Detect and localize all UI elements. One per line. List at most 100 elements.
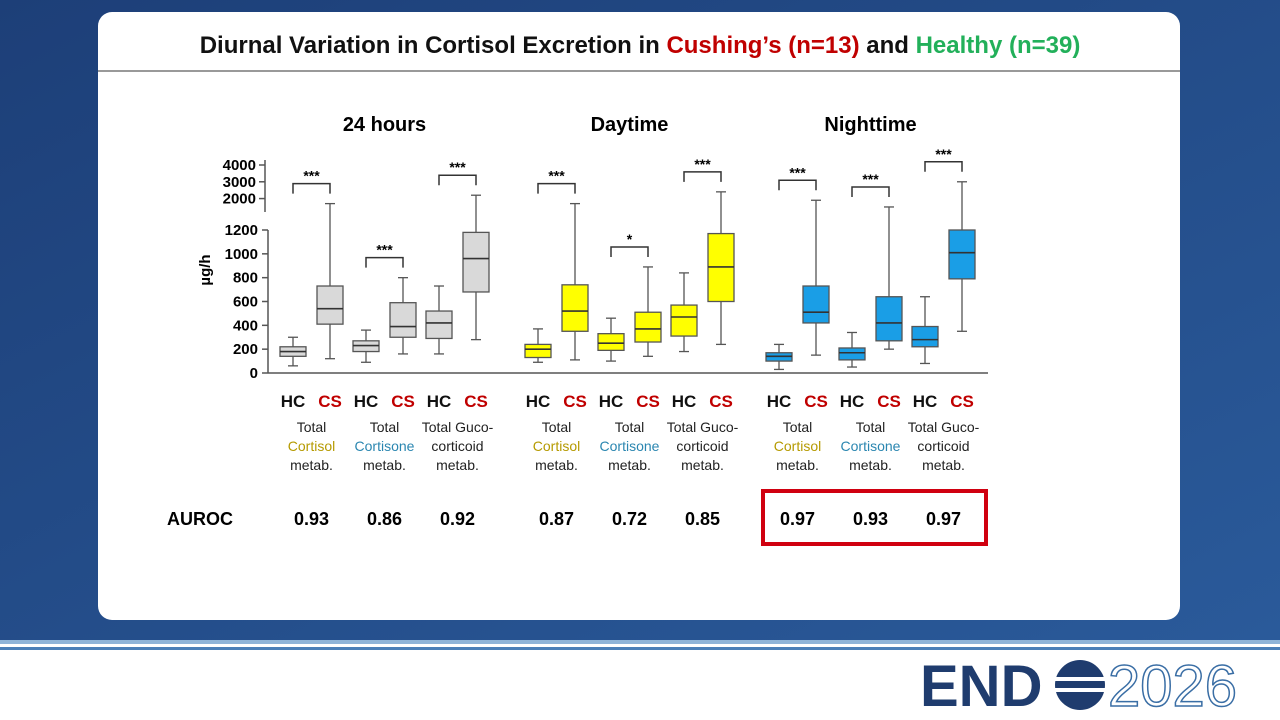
title-join: and xyxy=(860,32,916,59)
group-label: metab. xyxy=(535,457,578,473)
box xyxy=(597,333,625,352)
logo-right: 2026 xyxy=(1108,654,1237,719)
box xyxy=(838,347,866,361)
significance: *** xyxy=(303,168,320,184)
box xyxy=(462,231,490,293)
y-tick-label: 800 xyxy=(233,270,258,287)
box-name: HC xyxy=(281,392,306,411)
group-label: metab. xyxy=(776,457,819,473)
box xyxy=(561,284,589,332)
group-label: metab. xyxy=(849,457,892,473)
y-tick-label: 4000 xyxy=(223,157,256,174)
y-tick-label: 3000 xyxy=(223,174,256,191)
box-name: HC xyxy=(672,392,697,411)
logo-globe xyxy=(1055,660,1105,710)
group-label: Total Guco- xyxy=(422,419,494,435)
box xyxy=(911,325,939,348)
box xyxy=(524,343,552,359)
box-name: HC xyxy=(354,392,379,411)
box xyxy=(875,296,903,342)
significance-bracket xyxy=(537,182,576,194)
group-label: Cortisol xyxy=(774,438,821,454)
group-label: Cortisol xyxy=(533,438,580,454)
footer-line xyxy=(0,647,1280,650)
auroc-value: 0.72 xyxy=(612,509,647,529)
box-name: CS xyxy=(391,392,415,411)
box xyxy=(948,229,976,280)
box-name: HC xyxy=(599,392,624,411)
auroc-value: 0.85 xyxy=(685,509,720,529)
group-label: metab. xyxy=(436,457,479,473)
slide-title: Diurnal Variation in Cortisol Excretion … xyxy=(200,32,1081,59)
group-label: metab. xyxy=(290,457,333,473)
box-name: HC xyxy=(913,392,938,411)
logo-left: END xyxy=(920,654,1042,719)
title-healthy: Healthy (n=39) xyxy=(916,32,1081,59)
group-label: Total xyxy=(615,419,645,435)
box xyxy=(425,310,453,340)
auroc-value: 0.86 xyxy=(367,509,402,529)
significance-bracket xyxy=(365,256,404,268)
group-label: Total Guco- xyxy=(908,419,980,435)
group-label: metab. xyxy=(363,457,406,473)
auroc-label: AUROC xyxy=(167,509,233,529)
box-name: CS xyxy=(877,392,901,411)
significance: *** xyxy=(376,242,393,258)
auroc-value: 0.93 xyxy=(853,509,888,529)
significance-bracket xyxy=(924,161,963,172)
significance: *** xyxy=(862,171,879,187)
significance: *** xyxy=(449,159,466,175)
group-label: metab. xyxy=(681,457,724,473)
y-tick-label: 400 xyxy=(233,317,258,334)
box-name: CS xyxy=(318,392,342,411)
box-name: HC xyxy=(767,392,792,411)
significance-bracket xyxy=(851,186,890,197)
box-name: CS xyxy=(804,392,828,411)
group-label: corticoid xyxy=(917,438,969,454)
box xyxy=(316,285,344,325)
group-label: corticoid xyxy=(676,438,728,454)
box-name: CS xyxy=(563,392,587,411)
box-name: CS xyxy=(464,392,488,411)
significance-bracket xyxy=(778,179,817,191)
group-label: metab. xyxy=(608,457,651,473)
box-name: HC xyxy=(840,392,865,411)
significance-bracket xyxy=(438,174,477,186)
box-name: HC xyxy=(427,392,452,411)
box-name: CS xyxy=(636,392,660,411)
footer-line xyxy=(0,640,1280,644)
group-label: Total xyxy=(783,419,813,435)
y-tick-label: 1000 xyxy=(225,246,258,263)
auroc-value: 0.92 xyxy=(440,509,475,529)
box xyxy=(670,304,698,337)
group-label: Total Guco- xyxy=(667,419,739,435)
y-tick-label: 200 xyxy=(233,341,258,358)
y-tick-label: 2000 xyxy=(223,191,256,208)
group-label: Cortisol xyxy=(288,438,335,454)
box xyxy=(802,285,830,324)
panel-title: Daytime xyxy=(591,114,669,136)
y-axis-label: µg/h xyxy=(197,254,214,285)
group-label: Total xyxy=(370,419,400,435)
significance-bracket xyxy=(610,246,649,257)
box xyxy=(389,302,417,338)
group-label: Total xyxy=(856,419,886,435)
group-label: corticoid xyxy=(431,438,483,454)
y-tick-label: 1200 xyxy=(225,222,258,239)
group-label: Cortisone xyxy=(841,438,901,454)
panel-title: Nighttime xyxy=(824,114,916,136)
significance: * xyxy=(627,231,633,247)
auroc-value: 0.93 xyxy=(294,509,329,529)
group-label: metab. xyxy=(922,457,965,473)
y-tick-label: 0 xyxy=(250,365,258,382)
significance: *** xyxy=(789,164,806,180)
box-name: HC xyxy=(526,392,551,411)
highlight-box xyxy=(761,489,988,546)
box-name: CS xyxy=(709,392,733,411)
auroc-value: 0.97 xyxy=(780,509,815,529)
auroc-value: 0.97 xyxy=(926,509,961,529)
panel-title: 24 hours xyxy=(343,114,426,136)
significance: *** xyxy=(548,168,565,184)
group-label: Cortisone xyxy=(355,438,415,454)
